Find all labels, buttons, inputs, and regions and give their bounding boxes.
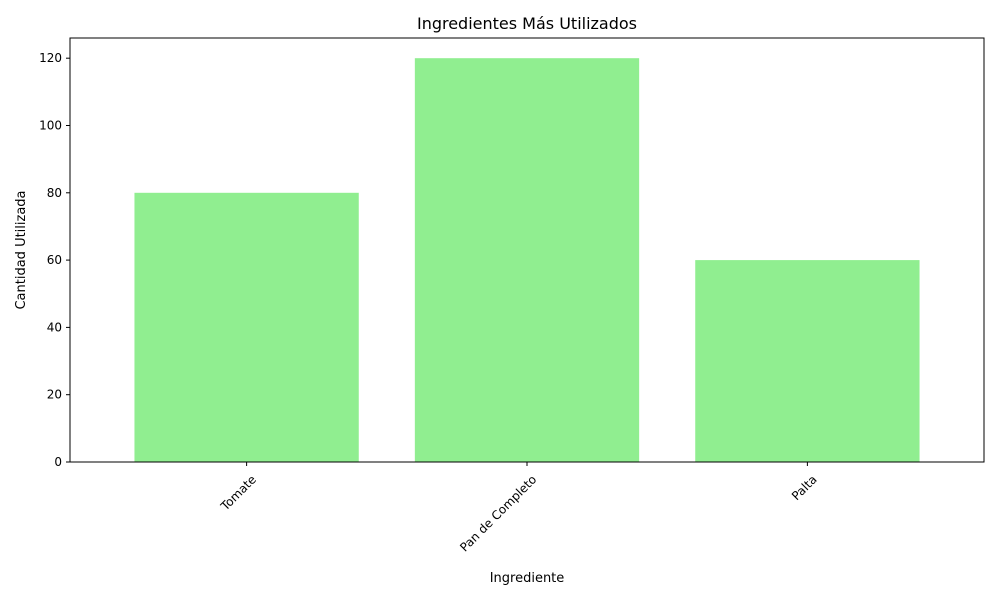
bars-group xyxy=(134,58,920,463)
y-tick-label: 60 xyxy=(47,253,62,267)
y-tick-label: 120 xyxy=(39,51,62,65)
y-axis-ticks: 0 20 40 60 80 100 120 xyxy=(39,51,70,469)
x-tick-label: Tomate xyxy=(217,472,259,514)
y-tick-label: 20 xyxy=(47,388,62,402)
y-axis-label: Cantidad Utilizada xyxy=(14,190,29,309)
y-tick-label: 80 xyxy=(47,186,62,200)
x-tick-label: Pan de Completo xyxy=(457,472,539,554)
y-tick-label: 0 xyxy=(54,455,62,469)
chart-title: Ingredientes Más Utilizados xyxy=(417,14,637,33)
x-axis-label: Ingrediente xyxy=(490,571,565,586)
x-axis-ticks: Tomate Pan de Completo Palta xyxy=(217,462,820,555)
y-tick-label: 40 xyxy=(47,320,62,334)
bar-pan-de-completo xyxy=(414,58,640,462)
plot-area-frame xyxy=(69,37,985,463)
bar-palta xyxy=(695,260,920,462)
bar-tomate xyxy=(134,192,359,463)
x-tick-label: Palta xyxy=(789,472,820,503)
y-tick-label: 100 xyxy=(39,118,62,132)
